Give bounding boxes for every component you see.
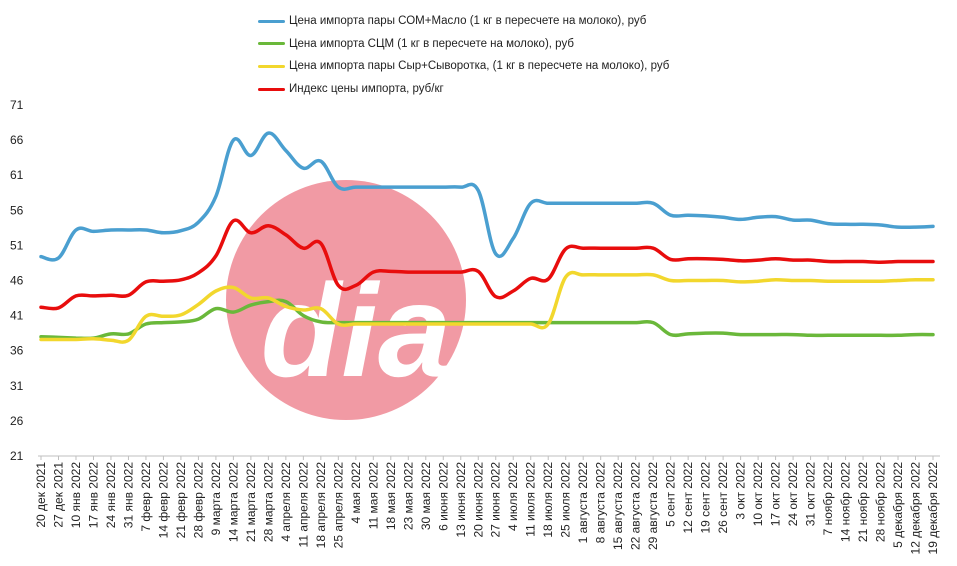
y-tick-label: 51 bbox=[10, 238, 24, 252]
y-tick-label: 66 bbox=[10, 133, 24, 147]
series-line-1 bbox=[39, 298, 935, 341]
svg-text:dia: dia bbox=[261, 257, 452, 404]
x-tick-label: 23 мая 2022 bbox=[401, 462, 415, 530]
x-axis-ticks: 20 дек 2021 27 дек 2021 10 янв 2022 17 янв … bbox=[34, 456, 940, 554]
series-line-0 bbox=[39, 131, 935, 262]
x-tick-label: 10 окт 2022 bbox=[751, 462, 765, 527]
x-tick-label: 4 апреля 2022 bbox=[279, 462, 293, 542]
x-tick-label: 19 декабря 2022 bbox=[926, 462, 940, 555]
x-tick-label: 17 окт 2022 bbox=[769, 462, 783, 527]
x-tick-label: 5 декабря 2022 bbox=[891, 462, 905, 548]
x-tick-label: 7 ноябр 2022 bbox=[821, 462, 835, 536]
x-tick-label: 14 ноябр 2022 bbox=[839, 462, 853, 542]
x-tick-label: 18 июля 2022 bbox=[541, 462, 555, 538]
legend: Цена импорта пары СОМ+Масло (1 кг в пере… bbox=[258, 10, 669, 100]
x-tick-label: 5 сент 2022 bbox=[664, 462, 678, 527]
x-tick-label: 7 февр 2022 bbox=[139, 462, 153, 532]
x-tick-label: 21 марта 2022 bbox=[244, 462, 258, 542]
y-tick-label: 21 bbox=[10, 449, 24, 463]
series-lines bbox=[39, 131, 935, 344]
x-tick-label: 28 февр 2022 bbox=[191, 462, 205, 539]
x-tick-label: 27 июня 2022 bbox=[489, 462, 503, 538]
legend-label: Цена импорта СЦМ (1 кг в пересчете на мо… bbox=[289, 37, 574, 50]
x-tick-label: 3 окт 2022 bbox=[734, 462, 748, 520]
x-tick-label: 22 августа 2022 bbox=[629, 462, 643, 550]
legend-swatch bbox=[258, 42, 285, 46]
legend-label: Индекс цены импорта, руб/кг bbox=[289, 83, 444, 96]
y-tick-label: 36 bbox=[10, 344, 24, 358]
x-tick-label: 28 ноябр 2022 bbox=[874, 462, 888, 542]
x-tick-label: 25 июля 2022 bbox=[559, 462, 573, 538]
y-axis-ticks: 21 26 31 36 41 46 51 56 61 66 71 bbox=[10, 98, 24, 463]
x-tick-label: 12 декабря 2022 bbox=[909, 462, 923, 555]
legend-label: Цена импорта пары СОМ+Масло (1 кг в пере… bbox=[289, 15, 647, 28]
x-tick-label: 19 сент 2022 bbox=[699, 462, 713, 534]
x-tick-label: 27 дек 2021 bbox=[51, 462, 65, 528]
x-tick-label: 12 сент 2022 bbox=[681, 462, 695, 534]
x-tick-label: 17 янв 2022 bbox=[86, 462, 100, 529]
x-tick-label: 31 янв 2022 bbox=[121, 462, 135, 529]
legend-label: Цена импорта пары Сыр+Сыворотка, (1 кг в… bbox=[289, 60, 670, 73]
x-tick-label: 26 сент 2022 bbox=[716, 462, 730, 534]
y-tick-label: 56 bbox=[10, 203, 24, 217]
x-tick-label: 24 янв 2022 bbox=[104, 462, 118, 529]
y-tick-label: 26 bbox=[10, 414, 24, 428]
x-tick-label: 29 августа 2022 bbox=[646, 462, 660, 550]
x-tick-label: 8 августа 2022 bbox=[594, 462, 608, 544]
legend-item: Цена импорта СЦМ (1 кг в пересчете на мо… bbox=[258, 33, 669, 56]
x-tick-label: 15 августа 2022 bbox=[611, 462, 625, 550]
x-tick-label: 13 июня 2022 bbox=[454, 462, 468, 538]
y-tick-label: 61 bbox=[10, 168, 24, 182]
legend-swatch bbox=[258, 64, 285, 68]
x-tick-label: 25 апреля 2022 bbox=[331, 462, 345, 549]
x-tick-label: 14 марта 2022 bbox=[226, 462, 240, 542]
y-tick-label: 71 bbox=[10, 98, 24, 112]
x-tick-label: 9 марта 2022 bbox=[209, 462, 223, 536]
x-tick-label: 20 июня 2022 bbox=[471, 462, 485, 538]
x-tick-label: 18 мая 2022 bbox=[384, 462, 398, 530]
series-line-2 bbox=[39, 270, 935, 344]
x-tick-label: 24 окт 2022 bbox=[786, 462, 800, 527]
legend-item: Индекс цены импорта, руб/кг bbox=[258, 78, 669, 101]
x-tick-label: 31 окт 2022 bbox=[804, 462, 818, 527]
legend-item: Цена импорта пары СОМ+Масло (1 кг в пере… bbox=[258, 10, 669, 33]
x-tick-label: 4 июля 2022 bbox=[506, 462, 520, 531]
legend-swatch bbox=[258, 19, 285, 23]
x-tick-label: 20 дек 2021 bbox=[34, 462, 48, 528]
y-tick-label: 41 bbox=[10, 309, 24, 323]
x-tick-label: 14 февр 2022 bbox=[156, 462, 170, 539]
legend-item: Цена импорта пары Сыр+Сыворотка, (1 кг в… bbox=[258, 55, 669, 78]
y-tick-label: 31 bbox=[10, 379, 24, 393]
x-tick-label: 11 апреля 2022 bbox=[296, 462, 310, 548]
x-tick-label: 28 марта 2022 bbox=[261, 462, 275, 542]
dia-watermark-logo: dia bbox=[226, 180, 466, 420]
x-tick-label: 10 янв 2022 bbox=[69, 462, 83, 529]
x-tick-label: 21 февр 2022 bbox=[174, 462, 188, 539]
legend-swatch bbox=[258, 87, 285, 91]
x-tick-label: 30 мая 2022 bbox=[419, 462, 433, 530]
x-tick-label: 21 ноябр 2022 bbox=[856, 462, 870, 542]
x-tick-label: 18 апреля 2022 bbox=[314, 462, 328, 549]
y-tick-label: 46 bbox=[10, 274, 24, 288]
x-tick-label: 6 июня 2022 bbox=[436, 462, 450, 531]
x-tick-label: 11 мая 2022 bbox=[366, 462, 380, 530]
x-tick-label: 4 мая 2022 bbox=[349, 462, 363, 524]
x-tick-label: 11 июля 2022 bbox=[524, 462, 538, 537]
x-tick-label: 1 августа 2022 bbox=[576, 462, 590, 544]
series-line-3 bbox=[39, 218, 935, 311]
